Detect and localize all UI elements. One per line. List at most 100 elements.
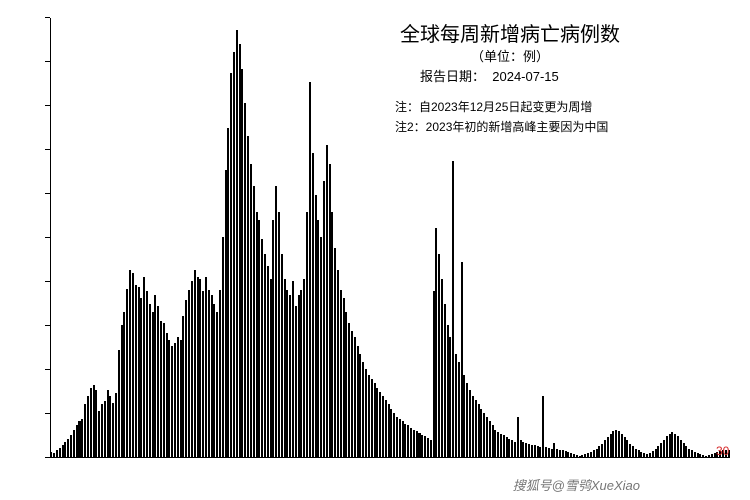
- bar: [404, 424, 406, 458]
- bar: [455, 354, 457, 458]
- bar: [227, 128, 229, 458]
- bar: [362, 362, 364, 458]
- bar: [213, 304, 215, 458]
- bar: [177, 337, 179, 458]
- bar: [107, 390, 109, 458]
- bar: [371, 379, 373, 458]
- bar: [67, 439, 69, 458]
- bar: [81, 419, 83, 458]
- bar: [303, 279, 305, 458]
- bar: [270, 279, 272, 458]
- bar: [329, 164, 331, 458]
- bar: [180, 340, 182, 458]
- bar: [410, 428, 412, 458]
- bar: [334, 248, 336, 458]
- y-tick: [45, 61, 50, 62]
- bar: [379, 392, 381, 458]
- bar: [374, 383, 376, 458]
- bar: [278, 212, 280, 458]
- bar: [528, 444, 530, 458]
- y-tick: [45, 193, 50, 194]
- report-label: 报告日期：: [420, 69, 485, 84]
- bar: [461, 262, 463, 458]
- bar: [233, 52, 235, 458]
- bar: [306, 212, 308, 458]
- bar: [149, 304, 151, 458]
- bar: [500, 434, 502, 458]
- bar: [497, 432, 499, 458]
- bar: [359, 354, 361, 458]
- bar: [199, 279, 201, 458]
- bar: [430, 440, 432, 458]
- bar: [424, 436, 426, 458]
- y-tick: [45, 149, 50, 150]
- bar: [438, 254, 440, 458]
- bar: [343, 298, 345, 458]
- bar: [382, 396, 384, 458]
- bar: [166, 333, 168, 458]
- bar: [118, 350, 120, 458]
- bar: [84, 404, 86, 458]
- bar: [399, 419, 401, 458]
- bar: [365, 369, 367, 458]
- bar: [320, 237, 322, 458]
- bar: [660, 443, 662, 458]
- bar: [126, 289, 128, 458]
- y-tick: [45, 237, 50, 238]
- bar: [202, 291, 204, 458]
- bar: [522, 442, 524, 458]
- y-tick: [45, 281, 50, 282]
- bar: [211, 295, 213, 458]
- x-axis: [50, 457, 730, 458]
- bar: [208, 290, 210, 458]
- bar: [463, 375, 465, 458]
- bar: [402, 421, 404, 458]
- bar: [140, 298, 142, 458]
- bar: [489, 421, 491, 458]
- bar: [163, 323, 165, 458]
- bar: [478, 404, 480, 458]
- bar: [413, 430, 415, 458]
- bar: [264, 254, 266, 458]
- bar: [205, 277, 207, 458]
- bar: [289, 295, 291, 458]
- bar: [309, 82, 311, 458]
- bar: [683, 443, 685, 458]
- bar: [98, 411, 100, 458]
- bar: [188, 290, 190, 458]
- bar: [348, 323, 350, 458]
- report-date-value: 2024-07-15: [492, 69, 559, 84]
- bar: [146, 291, 148, 458]
- bar: [441, 279, 443, 458]
- bar: [64, 442, 66, 458]
- bar: [469, 390, 471, 458]
- bar: [115, 393, 117, 458]
- bar: [244, 103, 246, 458]
- bar: [433, 291, 435, 458]
- bar: [143, 277, 145, 458]
- bar: [230, 73, 232, 458]
- bar: [90, 388, 92, 458]
- bar: [553, 443, 555, 458]
- bar: [427, 438, 429, 458]
- bar: [168, 340, 170, 458]
- bar: [531, 445, 533, 458]
- bar: [626, 440, 628, 458]
- bar: [475, 400, 477, 458]
- bar: [272, 220, 274, 458]
- bar: [418, 433, 420, 458]
- y-tick: [45, 105, 50, 106]
- bar: [194, 270, 196, 458]
- bar: [601, 444, 603, 458]
- bar: [340, 290, 342, 458]
- bar: [78, 421, 80, 458]
- bar: [323, 181, 325, 458]
- bar-series: [50, 18, 730, 458]
- bar: [514, 442, 516, 458]
- bar: [104, 401, 106, 458]
- bar: [396, 417, 398, 458]
- plot-area: [50, 18, 730, 458]
- bar: [157, 306, 159, 458]
- bar: [135, 285, 137, 458]
- bar: [123, 312, 125, 458]
